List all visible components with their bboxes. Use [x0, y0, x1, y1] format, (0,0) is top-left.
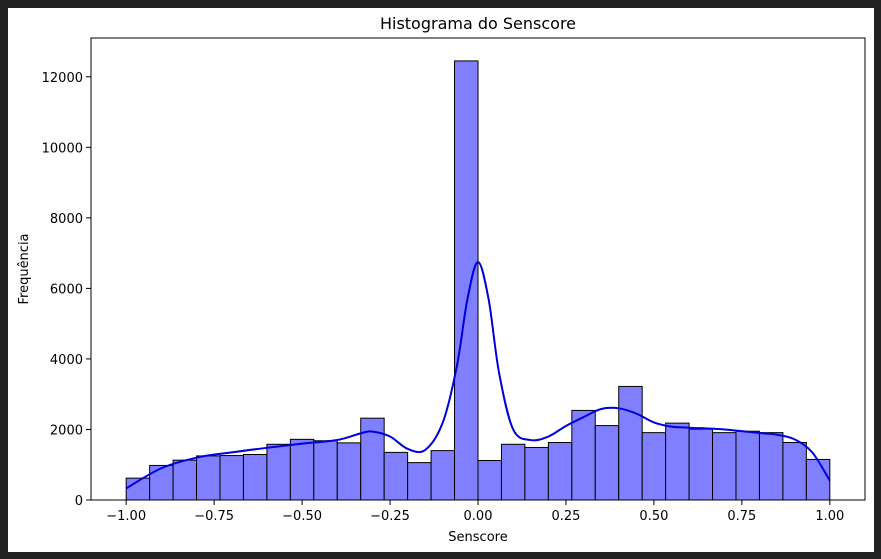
histogram-bar: [782, 442, 807, 501]
x-tick-label: −0.25: [370, 509, 410, 524]
histogram-bar: [360, 417, 385, 501]
histogram-bar: [266, 443, 291, 501]
histogram-bar: [571, 409, 596, 501]
x-axis-ticks: −1.00 −0.75 −0.50 −0.25 0.00 0.25 0.50 0.75 1.00: [106, 500, 844, 524]
y-tick-label: 12000: [42, 71, 83, 86]
x-tick-label: 0.50: [639, 509, 668, 524]
histogram-bar: [758, 432, 784, 501]
x-tick-label: −0.50: [282, 509, 322, 524]
histogram-bar: [618, 385, 643, 501]
histogram-bar: [641, 432, 667, 501]
histogram-bar: [547, 442, 573, 501]
figure: Histograma do Senscore −1.00 −0.75 −0.50 −0…: [8, 8, 874, 552]
y-tick-label: 6000: [50, 282, 83, 297]
histogram-bar: [149, 464, 174, 501]
histogram-bar: [313, 440, 338, 501]
histogram-bar: [383, 451, 409, 501]
y-tick-label: 4000: [50, 353, 83, 368]
x-tick-label: 1.00: [815, 509, 844, 524]
x-tick-label: 0.75: [727, 509, 756, 524]
histogram-bar: [665, 422, 690, 501]
x-tick-label: 0.25: [551, 509, 580, 524]
x-tick-label: 0.00: [464, 509, 493, 524]
x-axis-label: Senscore: [448, 530, 507, 545]
y-tick-label: 2000: [50, 423, 83, 438]
y-tick-label: 10000: [42, 141, 83, 156]
histogram-bar: [336, 442, 362, 501]
kde-curve: [125, 260, 831, 490]
y-axis-ticks: 0 2000 4000 6000 8000 10000 12000: [42, 71, 91, 509]
histogram-bar: [196, 455, 221, 501]
histogram-bar: [805, 458, 831, 501]
histogram-chart: Histograma do Senscore −1.00 −0.75 −0.50 −0…: [17, 14, 866, 545]
histogram-bar: [524, 446, 549, 501]
histogram-bar: [454, 60, 479, 501]
y-tick-label: 0: [75, 494, 83, 509]
y-axis-label: Frequência: [17, 233, 32, 304]
histogram-bar: [172, 459, 198, 501]
histogram-bar: [477, 460, 502, 501]
histogram-bar: [242, 454, 268, 501]
histogram-bar: [735, 430, 760, 501]
x-tick-label: −0.75: [194, 509, 234, 524]
histogram-bar: [289, 438, 315, 501]
bars-group: [125, 60, 831, 501]
histogram-bar: [688, 428, 714, 501]
histogram-bar: [430, 450, 456, 501]
histogram-bar: [500, 443, 526, 501]
histogram-bar: [407, 462, 432, 501]
chart-title: Histograma do Senscore: [380, 14, 576, 33]
x-tick-label: −1.00: [106, 509, 146, 524]
histogram-bar: [712, 432, 737, 501]
histogram-bar: [219, 455, 244, 501]
histogram-bar: [594, 425, 620, 501]
y-tick-label: 8000: [50, 212, 83, 227]
